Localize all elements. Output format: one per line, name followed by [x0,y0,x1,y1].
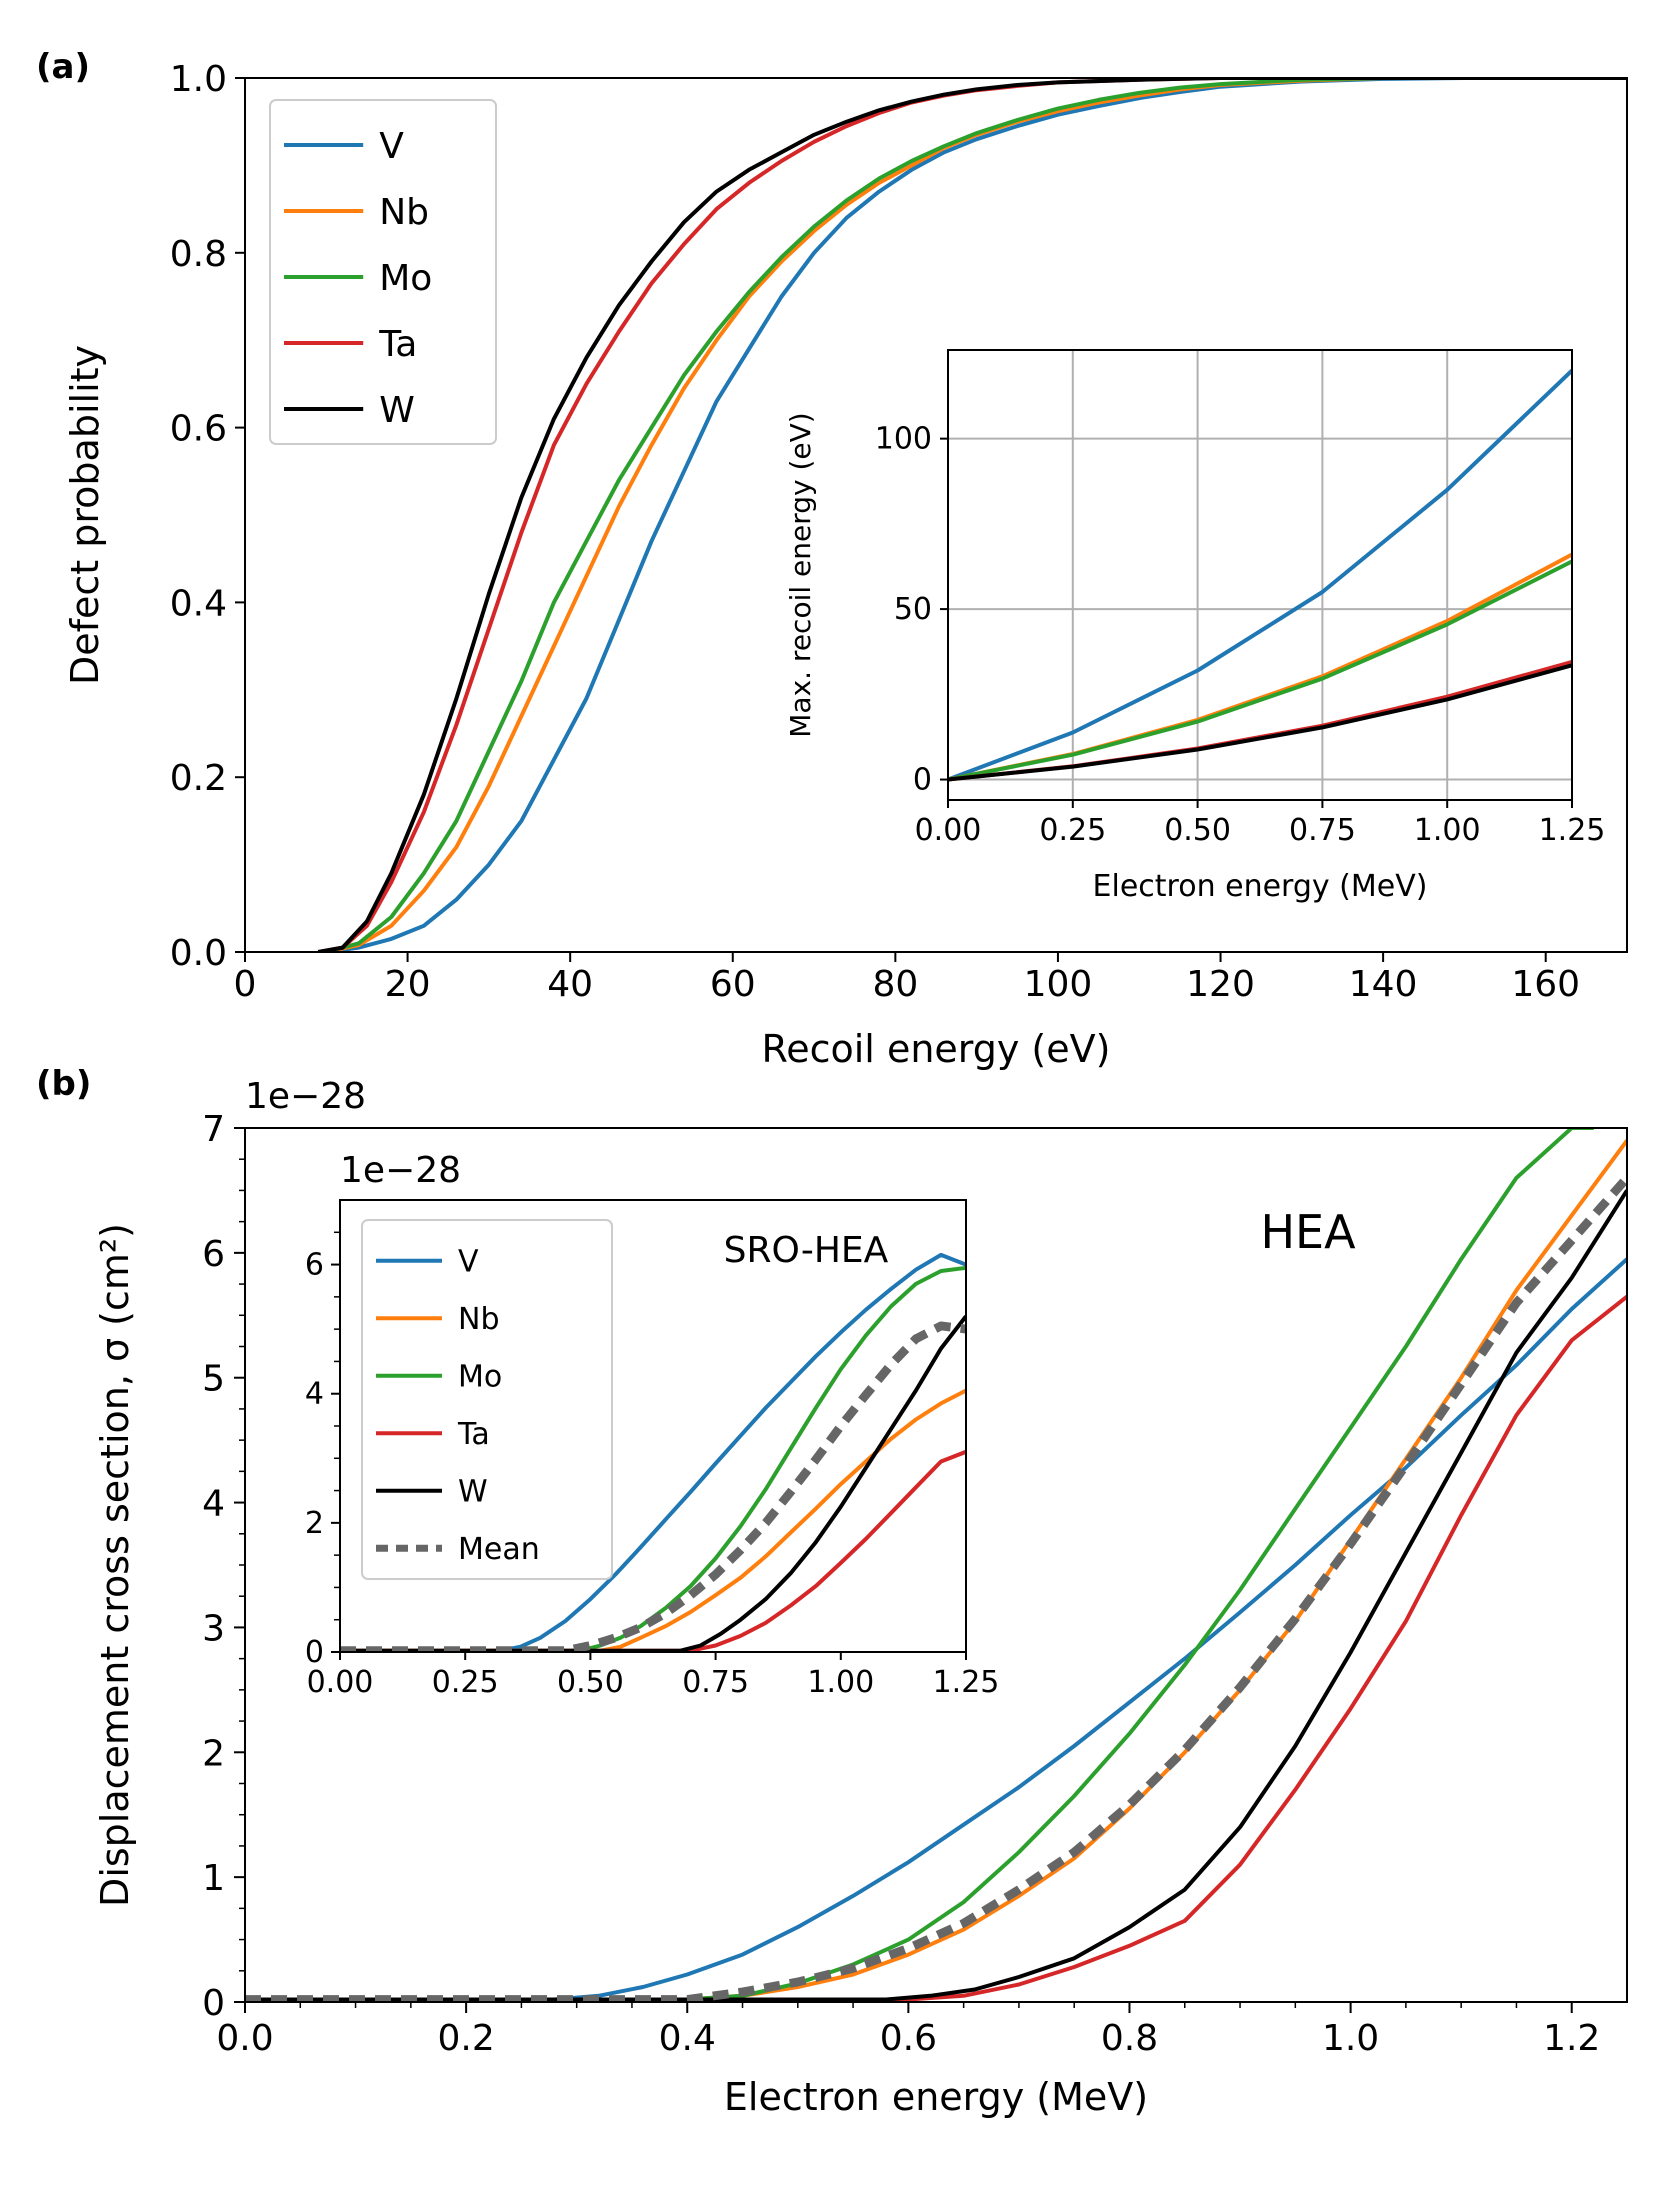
a-inset-xtick-label: 1.25 [1539,813,1606,848]
b-inset-series-ta [340,1449,966,1652]
a-axes-frame [244,77,1628,953]
b-inset-legend-label-v: V [458,1245,479,1280]
b-inset-xtick-label: 0.25 [432,1665,499,1700]
a-legend-label-ta: Ta [378,324,417,365]
a-ylabel: Defect probability [63,345,107,685]
b-inset-legend-label-ta: Ta [457,1417,490,1452]
b-inset-xtick-label: 1.00 [807,1665,874,1700]
a-inset-series-w [948,663,1572,782]
b-inset-series-v [340,1252,966,1652]
b-panel-label: (b) [36,1064,91,1104]
a-inset-ylabel: Max. recoil energy (eV) [784,412,817,738]
a-legend-label-nb: Nb [379,192,429,233]
a-inset-xtick-label: 0.00 [915,813,982,848]
a-ytick-label: 0.4 [170,583,227,624]
a-inset-xtick-label: 0.25 [1039,813,1106,848]
b-xtick-label: 0.0 [216,2018,273,2059]
b-xlabel: Electron energy (MeV) [724,2075,1148,2119]
a-inset-bg [948,350,1572,800]
b-ylabel: Displacement cross section, σ (cm²) [93,1223,137,1907]
b-inset-legend-label-mean: Mean [458,1532,540,1567]
b-inset-xtick-label: 0.75 [682,1665,749,1700]
b-series-nb [245,1139,1627,2002]
b-inset-ytick-label: 2 [305,1506,324,1541]
b-inset-xtick-label: 0.00 [307,1665,374,1700]
a-ytick-label: 1.0 [170,59,227,100]
a-xtick-label: 0 [234,964,257,1005]
b-ytick-label: 0 [202,1983,225,2024]
a-ytick-label: 0.2 [170,758,227,799]
b-inset-ytick-label: 4 [305,1377,324,1412]
a-inset-ytick-label: 0 [913,763,932,798]
b-inset-ytick-label: 0 [305,1635,324,1670]
b-annotation-hea: HEA [1260,1205,1356,1259]
a-xtick-label: 100 [1024,964,1093,1005]
b-ytick-label: 3 [202,1608,225,1649]
a-xtick-label: 20 [385,964,431,1005]
b-ytick-label: 4 [202,1484,225,1525]
a-series-w [317,78,1627,952]
b-xtick-label: 1.2 [1543,2018,1600,2059]
a-series-mo [325,78,1627,952]
b-xtick-label: 0.4 [659,2018,716,2059]
b-xtick-label: 0.2 [437,2018,494,2059]
a-inset-ytick-label: 50 [894,592,932,627]
b-inset-xtick-label: 1.25 [933,1665,1000,1700]
a-legend-label-v: V [379,126,404,167]
b-inset-legend-label-nb: Nb [458,1302,499,1337]
b-xtick-label: 0.6 [880,2018,937,2059]
b-ytick-label: 5 [202,1359,225,1400]
b-inset-legend-label-mo: Mo [458,1360,502,1395]
a-xtick-label: 40 [547,964,593,1005]
a-xtick-label: 80 [872,964,918,1005]
b-ytick-label: 2 [202,1733,225,1774]
a-inset-axes-frame [947,349,1573,801]
b-inset-annotation: SRO-HEA [724,1230,889,1271]
a-ytick-label: 0.0 [170,933,227,974]
a-inset-xtick-label: 1.00 [1414,813,1481,848]
a-ytick-label: 0.8 [170,234,227,275]
a-series-nb [325,78,1627,952]
b-inset-series-mo [340,1265,966,1652]
b-inset-series-nb [340,1388,966,1652]
b-ytick-label: 7 [202,1109,225,1150]
b-offset-label: 1e−28 [245,1076,366,1117]
a-legend-label-w: W [379,390,415,431]
b-inset-legend-label-w: W [458,1475,488,1510]
a-xtick-label: 160 [1511,964,1580,1005]
a-panel-label: (a) [36,47,90,87]
b-series-ta [245,1295,1627,2002]
b-ytick-label: 1 [202,1858,225,1899]
a-inset-xtick-label: 0.50 [1164,813,1231,848]
b-series-mean [245,1174,1627,2002]
a-series-v [326,78,1627,952]
b-xtick-label: 1.0 [1322,2018,1379,2059]
a-inset-xlabel: Electron energy (MeV) [1093,869,1428,904]
b-inset-series-w [340,1314,966,1652]
b-inset-legend-box [361,1219,613,1580]
b-inset-ytick-label: 6 [305,1248,324,1283]
b-xtick-label: 0.8 [1101,2018,1158,2059]
a-legend-box [269,99,497,445]
b-ytick-label: 6 [202,1234,225,1275]
b-inset-xtick-label: 0.50 [557,1665,624,1700]
a-legend-label-mo: Mo [379,258,432,299]
a-inset-xtick-label: 0.75 [1289,813,1356,848]
a-xtick-label: 60 [710,964,756,1005]
a-ytick-label: 0.6 [170,409,227,450]
b-series-v [245,1257,1627,2002]
a-xtick-label: 120 [1186,964,1255,1005]
b-series-w [245,1189,1627,2002]
b-inset-series-mean [340,1321,966,1652]
a-inset-series-mo [948,559,1572,782]
a-inset-series-v [948,369,1572,782]
a-xlabel: Recoil energy (eV) [762,1027,1111,1071]
a-inset-ytick-label: 100 [875,422,932,457]
a-xtick-label: 140 [1349,964,1418,1005]
b-inset-offset-label: 1e−28 [340,1150,461,1191]
